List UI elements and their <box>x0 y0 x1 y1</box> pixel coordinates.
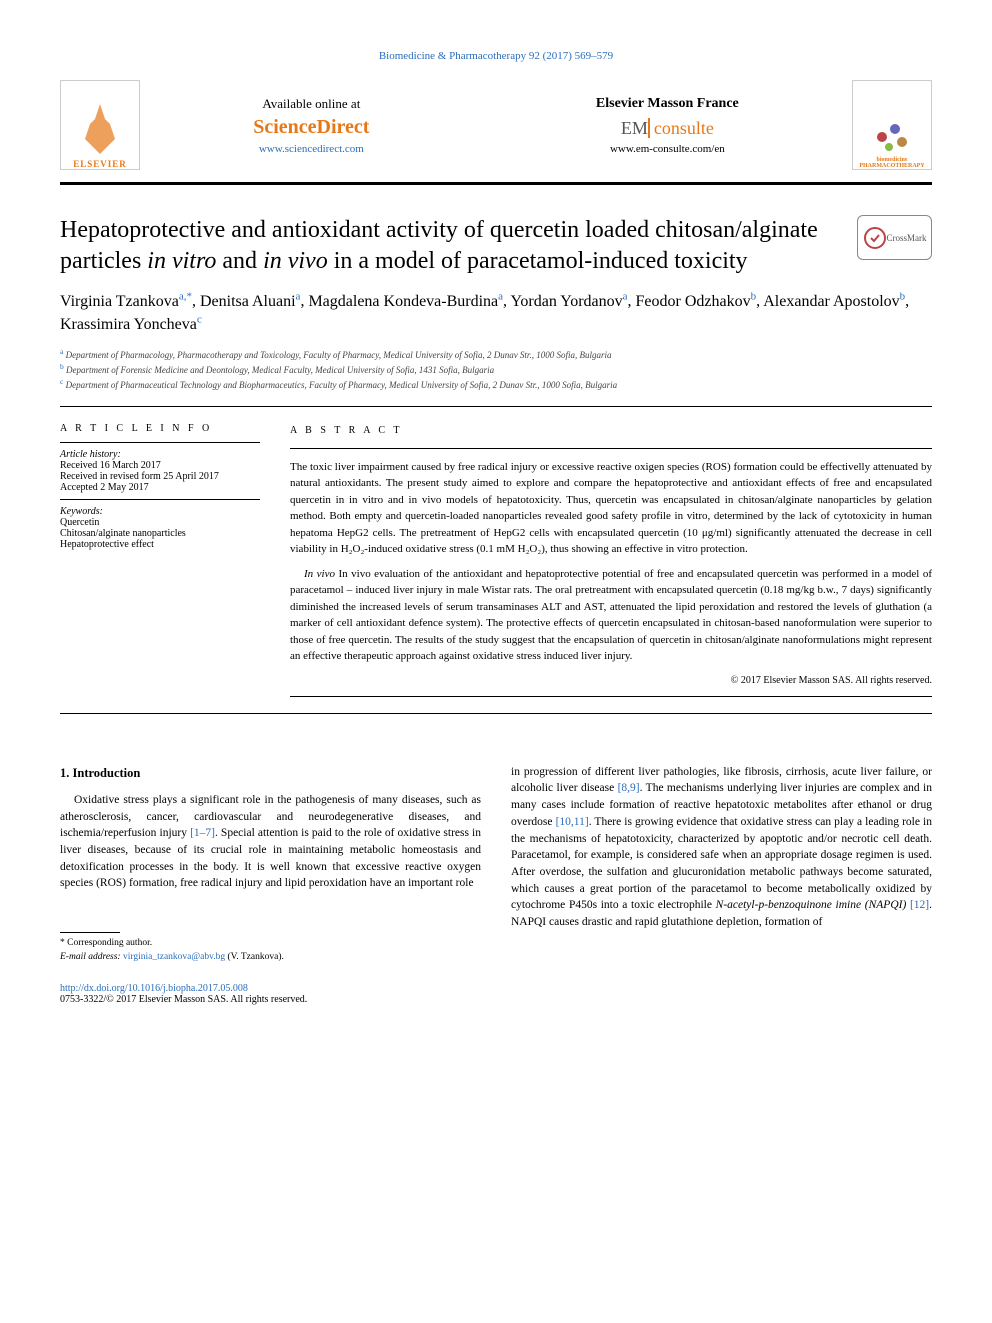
title-part-2: and <box>216 248 263 274</box>
sciencedirect-logo[interactable]: ScienceDirect <box>253 116 369 139</box>
body-col-right: in progression of different liver pathol… <box>511 764 932 965</box>
author: Denitsa Aluania <box>200 293 300 310</box>
author: Yordan Yordanova <box>510 293 627 310</box>
info-heading: A R T I C L E I N F O <box>60 423 260 434</box>
emconsulte-block: Elsevier Masson France EMconsulte www.em… <box>596 96 739 155</box>
footnote-separator <box>60 932 120 933</box>
email-label: E-mail address: <box>60 952 121 962</box>
doi-link[interactable]: http://dx.doi.org/10.1016/j.biopha.2017.… <box>60 983 248 994</box>
email-footnote: E-mail address: virginia_tzankova@abv.bg… <box>60 951 481 965</box>
corresponding-author: * Corresponding author. <box>60 937 481 951</box>
sciencedirect-block: Available online at ScienceDirect www.sc… <box>253 96 369 155</box>
abstract-p2: In vivo In vivo evaluation of the antiox… <box>290 566 932 665</box>
abstract: A B S T R A C T The toxic liver impairme… <box>290 423 932 697</box>
tree-icon <box>75 99 125 159</box>
ref-1-7[interactable]: [1–7] <box>190 827 215 839</box>
keyword: Chitosan/alginate nanoparticles <box>60 528 260 539</box>
intro-p2: in progression of different liver pathol… <box>511 764 932 931</box>
author-affil-sup: b <box>900 290 906 302</box>
abstract-p1: The toxic liver impairment caused by fre… <box>290 459 932 558</box>
authors-list: Virginia Tzankovaa,*, Denitsa Aluania, M… <box>60 289 932 336</box>
keyword: Quercetin <box>60 517 260 528</box>
author-affil-sup: a <box>623 290 628 302</box>
title-italic-1: in vitro <box>147 248 216 274</box>
keyword: Hepatoprotective effect <box>60 539 260 550</box>
masson-label: Elsevier Masson France <box>596 96 739 112</box>
crossmark-badge[interactable]: CrossMark <box>857 215 932 260</box>
ref-8-9[interactable]: [8,9] <box>618 782 640 794</box>
author: Feodor Odzhakovb <box>636 293 757 310</box>
section-divider-2 <box>60 713 932 714</box>
elsevier-logo[interactable]: ELSEVIER <box>60 80 140 170</box>
affiliation: c Department of Pharmaceutical Technolog… <box>60 377 932 390</box>
affiliation: b Department of Forensic Medicine and De… <box>60 362 932 375</box>
bottom-info: http://dx.doi.org/10.1016/j.biopha.2017.… <box>60 983 932 1005</box>
author-affil-sup: b <box>751 290 757 302</box>
napqi-name: N-acetyl-p-benzoquinone imine (NAPQI) <box>716 899 910 911</box>
intro-heading: 1. Introduction <box>60 764 481 782</box>
history-label: Article history: <box>60 449 260 460</box>
author-affil-sup: a <box>498 290 503 302</box>
molecule-icon <box>867 117 917 157</box>
section-divider <box>60 406 932 407</box>
consulte-text: consulte <box>648 118 714 138</box>
article-info: A R T I C L E I N F O Article history: R… <box>60 423 260 697</box>
affiliation: a Department of Pharmacology, Pharmacoth… <box>60 347 932 360</box>
crossmark-icon <box>863 226 887 250</box>
elsevier-text: ELSEVIER <box>73 159 127 169</box>
abstract-copyright: © 2017 Elsevier Masson SAS. All rights r… <box>290 673 932 688</box>
center-links: Available online at ScienceDirect www.sc… <box>140 96 852 155</box>
email-link[interactable]: virginia_tzankova@abv.bg <box>123 952 225 962</box>
emconsulte-logo[interactable]: EMconsulte <box>596 118 739 139</box>
ref-12[interactable]: [12] <box>910 899 929 911</box>
author: Magdalena Kondeva-Burdinaa <box>308 293 503 310</box>
crossmark-text: CrossMark <box>887 233 927 243</box>
author-affil-sup: c <box>197 314 202 326</box>
author: Alexandar Apostolovb <box>763 293 905 310</box>
article-title: Hepatoprotective and antioxidant activit… <box>60 215 857 277</box>
revised-date: Received in revised form 25 April 2017 <box>60 471 260 482</box>
title-row: Hepatoprotective and antioxidant activit… <box>60 215 932 277</box>
journal-citation[interactable]: Biomedicine & Pharmacotherapy 92 (2017) … <box>60 50 932 62</box>
intro-text-2c: . There is growing evidence that oxidati… <box>511 816 932 911</box>
accepted-date: Accepted 2 May 2017 <box>60 482 260 493</box>
intro-p1: Oxidative stress plays a significant rol… <box>60 792 481 892</box>
publisher-bar: ELSEVIER Available online at ScienceDire… <box>60 80 932 185</box>
em-text: EM <box>621 118 648 138</box>
author-affil-sup: a,* <box>179 290 192 302</box>
author: Krassimira Yonchevac <box>60 316 202 333</box>
journal-cover[interactable]: biomedicine PHARMACOTHERAPY <box>852 80 932 170</box>
journal-name-2: PHARMACOTHERAPY <box>859 163 924 169</box>
received-date: Received 16 March 2017 <box>60 460 260 471</box>
ref-10-11[interactable]: [10,11] <box>556 816 589 828</box>
issn-copyright: 0753-3322/© 2017 Elsevier Masson SAS. Al… <box>60 994 307 1005</box>
sciencedirect-url[interactable]: www.sciencedirect.com <box>253 143 369 155</box>
author: Virginia Tzankovaa,* <box>60 293 192 310</box>
abstract-heading: A B S T R A C T <box>290 423 932 438</box>
info-abstract-row: A R T I C L E I N F O Article history: R… <box>60 423 932 697</box>
body-columns: 1. Introduction Oxidative stress plays a… <box>60 764 932 965</box>
title-italic-2: in vivo <box>263 248 328 274</box>
emconsulte-url[interactable]: www.em-consulte.com/en <box>596 143 739 155</box>
email-person: (V. Tzankova). <box>228 952 284 962</box>
title-part-3: in a model of paracetamol-induced toxici… <box>328 248 748 274</box>
body-col-left: 1. Introduction Oxidative stress plays a… <box>60 764 481 965</box>
author-affil-sup: a <box>296 290 301 302</box>
available-label: Available online at <box>253 96 369 112</box>
keywords-label: Keywords: <box>60 506 260 517</box>
